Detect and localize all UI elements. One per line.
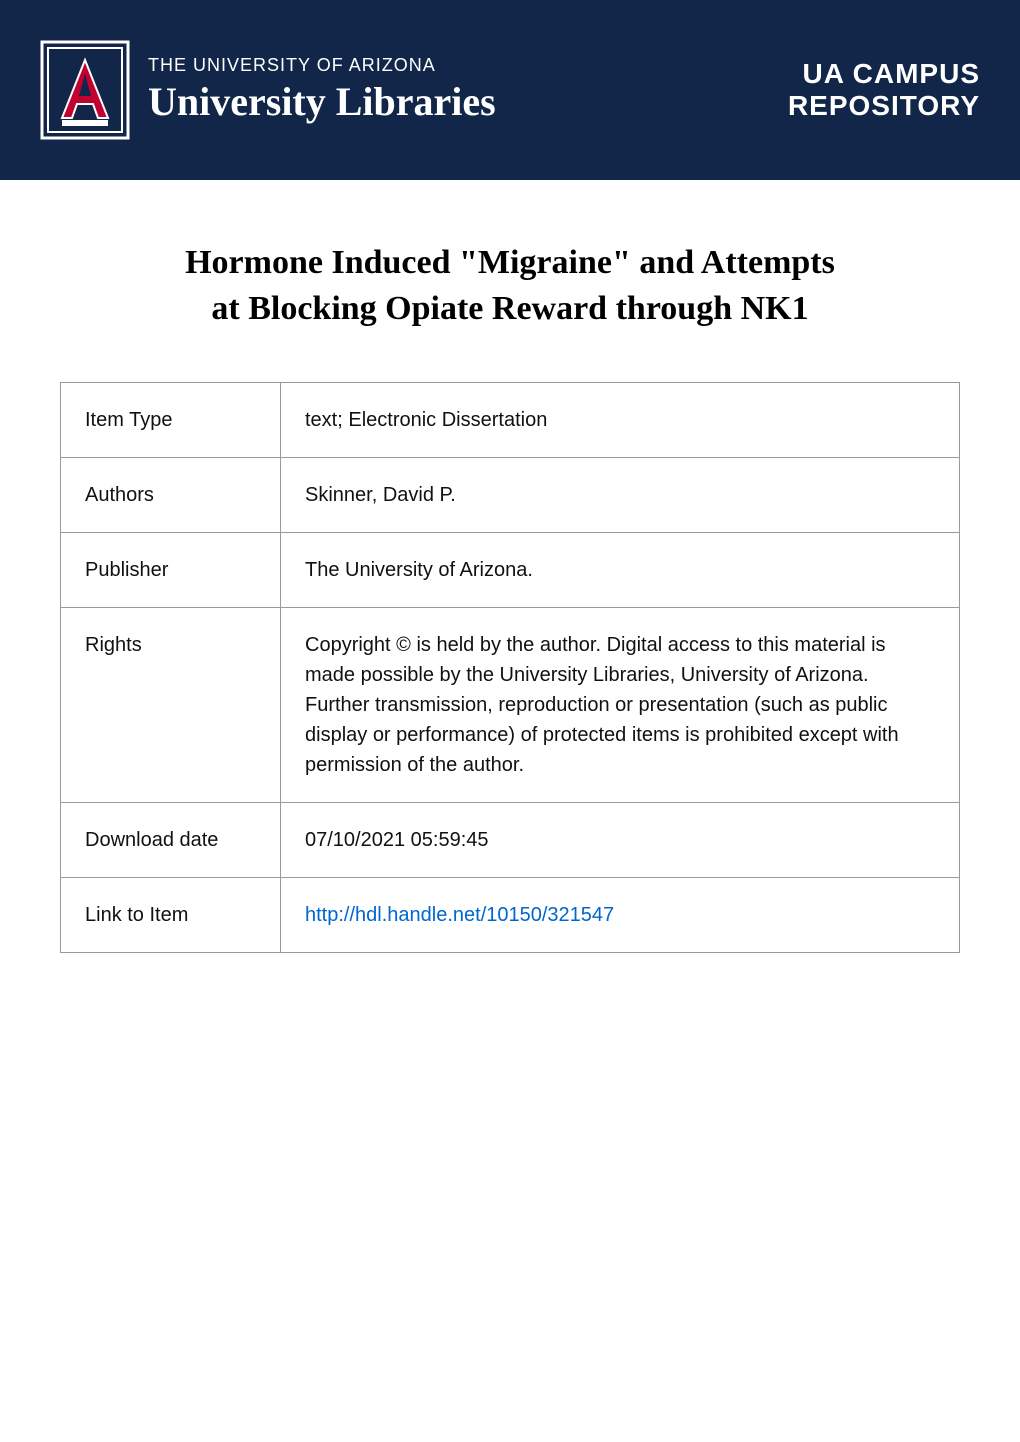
- header-libraries-name: University Libraries: [148, 78, 496, 125]
- meta-label-link: Link to Item: [61, 877, 281, 952]
- table-row: Rights Copyright © is held by the author…: [61, 607, 960, 802]
- repo-line2: REPOSITORY: [788, 90, 980, 122]
- table-row: Download date 07/10/2021 05:59:45: [61, 802, 960, 877]
- header-left: THE UNIVERSITY OF ARIZONA University Lib…: [40, 40, 496, 140]
- header-university-name: THE UNIVERSITY OF ARIZONA: [148, 55, 496, 76]
- meta-label-download-date: Download date: [61, 802, 281, 877]
- meta-label-item-type: Item Type: [61, 382, 281, 457]
- ua-logo-icon: [40, 40, 130, 140]
- table-row: Item Type text; Electronic Dissertation: [61, 382, 960, 457]
- meta-value-link-cell: http://hdl.handle.net/10150/321547: [281, 877, 960, 952]
- table-row: Authors Skinner, David P.: [61, 457, 960, 532]
- table-row: Link to Item http://hdl.handle.net/10150…: [61, 877, 960, 952]
- header-banner: THE UNIVERSITY OF ARIZONA University Lib…: [0, 0, 1020, 180]
- title-block: Hormone Induced "Migraine" and Attempts …: [0, 180, 1020, 372]
- header-text-group: THE UNIVERSITY OF ARIZONA University Lib…: [148, 55, 496, 125]
- item-link[interactable]: http://hdl.handle.net/10150/321547: [305, 904, 614, 926]
- table-row: Publisher The University of Arizona.: [61, 532, 960, 607]
- meta-label-publisher: Publisher: [61, 532, 281, 607]
- meta-label-authors: Authors: [61, 457, 281, 532]
- meta-value-publisher: The University of Arizona.: [281, 532, 960, 607]
- metadata-table: Item Type text; Electronic Dissertation …: [60, 382, 960, 953]
- meta-value-download-date: 07/10/2021 05:59:45: [281, 802, 960, 877]
- repo-line1: UA CAMPUS: [788, 58, 980, 90]
- meta-value-item-type: text; Electronic Dissertation: [281, 382, 960, 457]
- meta-value-rights: Copyright © is held by the author. Digit…: [281, 607, 960, 802]
- document-title-line1: Hormone Induced "Migraine" and Attempts: [80, 240, 940, 286]
- document-title-line2: at Blocking Opiate Reward through NK1: [80, 286, 940, 332]
- header-repo-label: UA CAMPUS REPOSITORY: [788, 58, 980, 122]
- meta-label-rights: Rights: [61, 607, 281, 802]
- meta-value-authors: Skinner, David P.: [281, 457, 960, 532]
